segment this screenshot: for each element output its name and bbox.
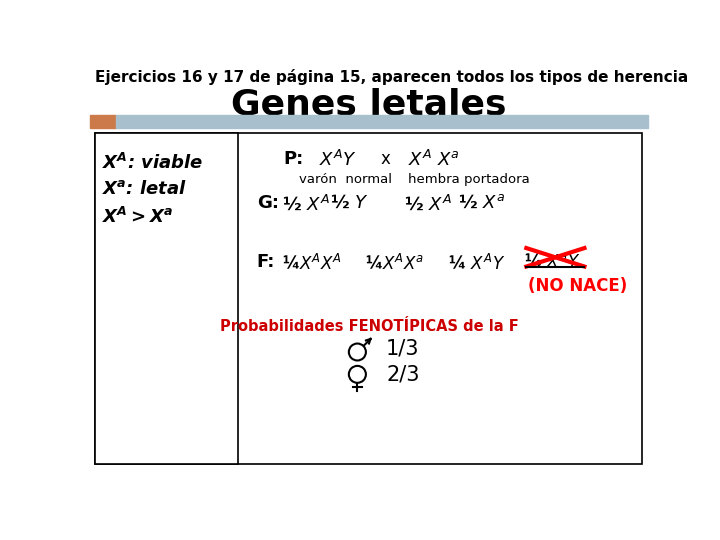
Text: Probabilidades FENOTÍPICAS de la F: Probabilidades FENOTÍPICAS de la F bbox=[220, 319, 518, 334]
Text: 2/3: 2/3 bbox=[386, 364, 420, 384]
Text: G:: G: bbox=[256, 194, 279, 212]
Text: ¼ $\mathit{X^A Y}$: ¼ $\mathit{X^A Y}$ bbox=[448, 253, 505, 274]
Text: ¼$\mathit{X^A X^A}$: ¼$\mathit{X^A X^A}$ bbox=[282, 253, 342, 274]
Text: 1/3: 1/3 bbox=[386, 339, 420, 359]
Bar bbox=[94, 132, 238, 464]
Text: hembra portadora: hembra portadora bbox=[408, 173, 529, 186]
Text: $\bfit{X^A > X^a}$: $\bfit{X^A > X^a}$ bbox=[102, 207, 174, 227]
Text: $\mathit{X^A\ X^a}$: $\mathit{X^A\ X^a}$ bbox=[408, 150, 459, 170]
Text: ½ $\mathit{X^A}$: ½ $\mathit{X^A}$ bbox=[282, 194, 330, 214]
Text: varón  normal: varón normal bbox=[300, 173, 392, 186]
Text: Genes letales: Genes letales bbox=[231, 88, 507, 122]
Bar bbox=[116, 115, 648, 128]
Bar bbox=[90, 115, 116, 128]
Text: x: x bbox=[381, 150, 390, 167]
Text: $\mathit{X^A Y}$: $\mathit{X^A Y}$ bbox=[319, 150, 356, 170]
Text: Ejercicios 16 y 17 de página 15, aparecen todos los tipos de herencia: Ejercicios 16 y 17 de página 15, aparece… bbox=[94, 70, 688, 85]
Text: ½ $\mathit{X^a}$: ½ $\mathit{X^a}$ bbox=[458, 194, 505, 212]
Text: ¼$\mathit{X^A X^a}$: ¼$\mathit{X^A X^a}$ bbox=[365, 253, 424, 274]
Text: (NO NACE): (NO NACE) bbox=[528, 278, 627, 295]
Text: $\bfit{X^A}$: viable: $\bfit{X^A}$: viable bbox=[102, 153, 204, 173]
Text: ½ $\mathit{X^A}$: ½ $\mathit{X^A}$ bbox=[404, 194, 452, 214]
Text: ¼ $\mathit{X^a Y}$: ¼ $\mathit{X^a Y}$ bbox=[524, 253, 580, 272]
Bar bbox=[94, 132, 642, 464]
Text: $\bfit{X^a}$: letal: $\bfit{X^a}$: letal bbox=[102, 180, 187, 198]
Text: P:: P: bbox=[284, 150, 304, 167]
Text: ½ $\mathit{Y}$: ½ $\mathit{Y}$ bbox=[330, 194, 369, 212]
Text: F:: F: bbox=[256, 253, 275, 272]
